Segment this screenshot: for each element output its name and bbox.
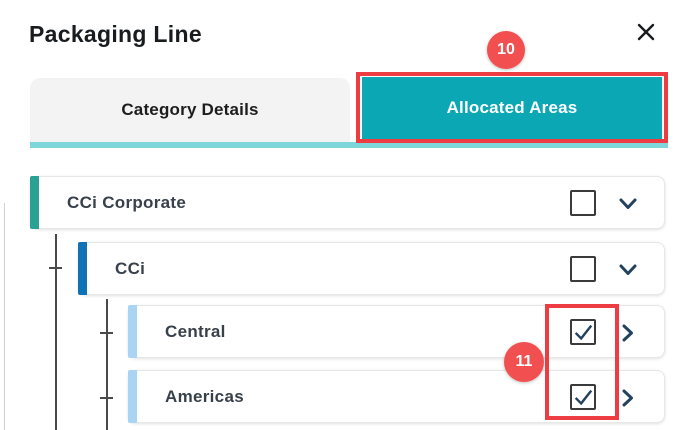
row-checkbox[interactable] <box>570 384 596 410</box>
chevron-right-icon[interactable] <box>616 386 640 410</box>
tree-row-label: CCi <box>115 258 146 278</box>
annotation-badge-11: 11 <box>504 342 544 382</box>
chevron-down-icon[interactable] <box>616 258 640 282</box>
row-checkbox[interactable] <box>570 319 596 345</box>
tree-row-americas[interactable]: Americas <box>128 370 665 423</box>
page-title: Packaging Line <box>29 21 202 47</box>
annotation-badge-10: 10 <box>487 31 525 69</box>
row-checkbox[interactable] <box>570 190 596 216</box>
tree-connector-tick-central <box>100 332 113 334</box>
row-checkbox[interactable] <box>570 256 596 282</box>
row-accent-bar <box>128 305 137 358</box>
tree-connector-vertical-2 <box>106 299 108 430</box>
tree-row-cci-corporate[interactable]: CCi Corporate <box>30 176 665 229</box>
tree-row-central[interactable]: Central <box>128 305 665 358</box>
tree-connector-vertical-1 <box>55 234 57 430</box>
chevron-down-icon[interactable] <box>616 192 640 216</box>
tab-underline <box>30 142 668 148</box>
row-accent-bar <box>128 370 137 423</box>
tab-allocated-areas[interactable]: Allocated Areas <box>362 77 662 139</box>
row-accent-bar <box>78 242 87 295</box>
chevron-right-icon[interactable] <box>616 321 640 345</box>
tree-edge-line <box>4 203 5 430</box>
tree-row-label: Americas <box>165 386 244 406</box>
tab-category-details[interactable]: Category Details <box>30 78 350 142</box>
close-icon <box>636 22 656 42</box>
check-icon <box>574 324 593 341</box>
row-accent-bar <box>30 176 39 229</box>
close-button[interactable] <box>633 19 659 45</box>
tree-connector-tick-americas <box>100 397 113 399</box>
tree-row-label: CCi Corporate <box>67 192 187 212</box>
tree-row-label: Central <box>165 321 226 341</box>
tree-connector-tick-cci <box>49 267 62 269</box>
check-icon <box>574 389 593 406</box>
tree-row-cci[interactable]: CCi <box>78 242 665 295</box>
